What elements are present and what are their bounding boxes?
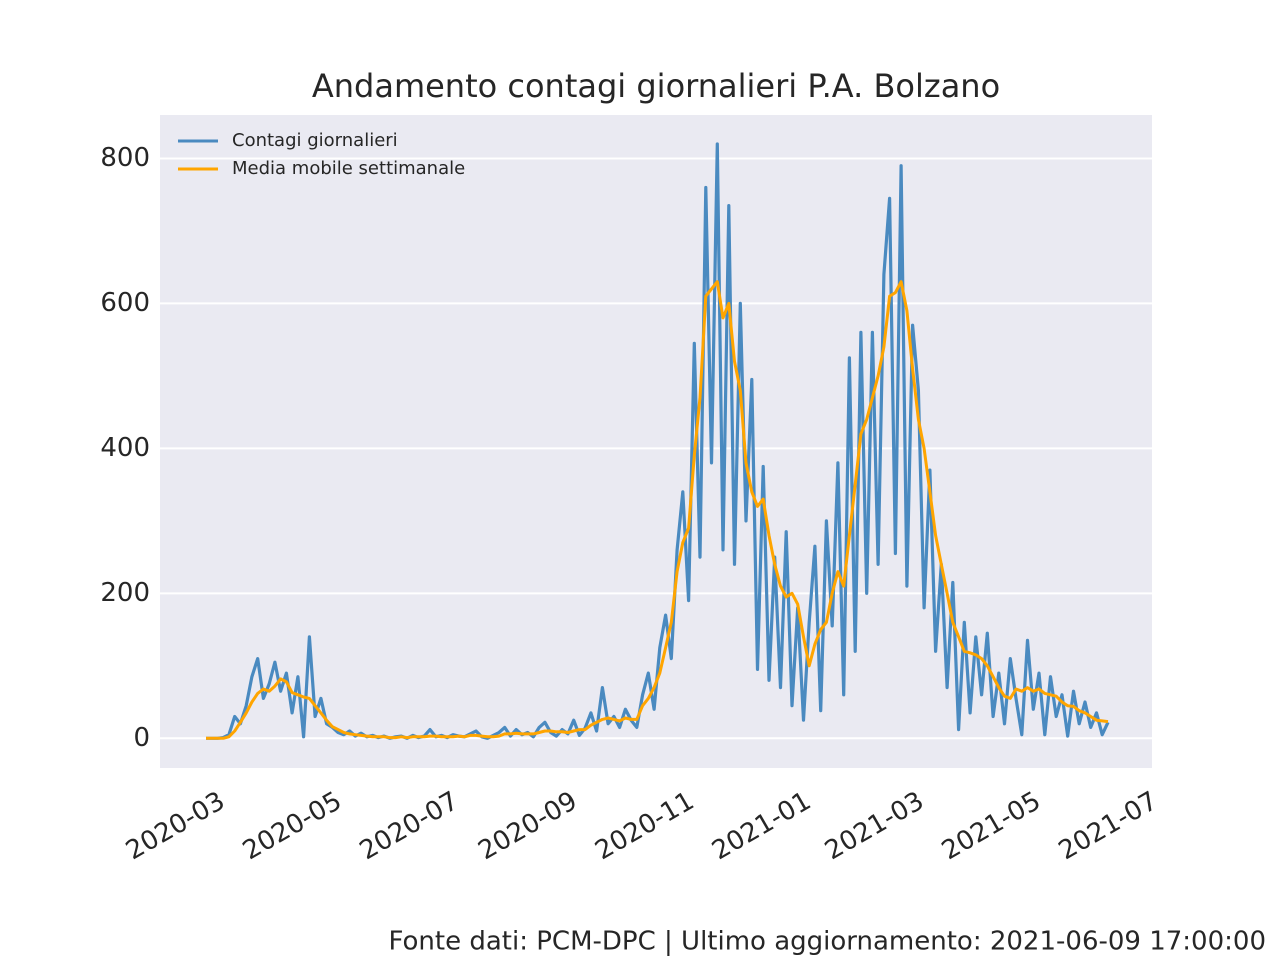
x-tick-label: 2021-03 (820, 786, 929, 866)
footer: Fonte dati: PCM-DPC | Ultimo aggiornamen… (389, 927, 1267, 957)
plot-area (160, 115, 1152, 768)
legend-label: Contagi giornalieri (232, 130, 398, 151)
y-tick-label: 200 (100, 578, 150, 608)
legend-label: Media mobile settimanale (232, 158, 465, 179)
y-tick-label: 0 (133, 723, 150, 753)
chart-title: Andamento contagi giornalieri P.A. Bolza… (312, 67, 1000, 105)
x-tick-label: 2021-07 (1054, 786, 1163, 866)
x-tick-label: 2021-05 (937, 786, 1046, 866)
x-tick-label: 2020-09 (473, 786, 582, 866)
y-tick-label: 400 (100, 433, 150, 463)
y-tick-label: 800 (100, 143, 150, 173)
y-tick-label: 600 (100, 288, 150, 318)
x-tick-label: 2020-05 (238, 786, 347, 866)
x-tick-label: 2021-01 (707, 786, 816, 866)
data-line (206, 280, 1109, 740)
x-tick-label: 2020-03 (121, 786, 230, 866)
x-tick-label: 2020-11 (590, 786, 699, 866)
x-tick-label: 2020-07 (355, 786, 464, 866)
